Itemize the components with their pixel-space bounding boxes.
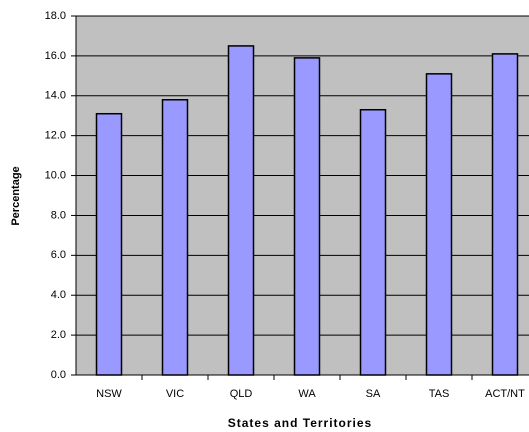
bar [95,112,123,376]
y-tick-label: 10.0 [45,169,66,181]
x-tick-label: TAS [429,388,450,400]
bar [293,57,321,376]
bar [161,99,189,376]
y-axis-label: Percentage [10,166,22,225]
x-tick-label: ACT/NT [485,388,525,400]
bar [227,45,255,376]
x-tick-label: VIC [166,388,184,400]
x-tick-label: SA [366,388,381,400]
y-tick-label: 14.0 [45,90,66,102]
y-tick-label: 18.0 [45,10,66,22]
y-tick-label: 12.0 [45,130,66,142]
y-tick-label: 2.0 [51,329,66,341]
bar [359,108,387,376]
bar [491,53,519,376]
bar [425,73,453,376]
x-tick-label: QLD [230,388,253,400]
y-tick-label: 6.0 [51,249,66,261]
y-tick-label: 0.0 [51,369,66,381]
x-tick-label: WA [298,388,316,400]
y-tick-label: 8.0 [51,209,66,221]
x-tick-label: NSW [96,388,122,400]
y-tick-label: 16.0 [45,50,66,62]
x-axis-label: States and Territories [228,416,372,430]
y-tick-label: 4.0 [51,289,66,301]
